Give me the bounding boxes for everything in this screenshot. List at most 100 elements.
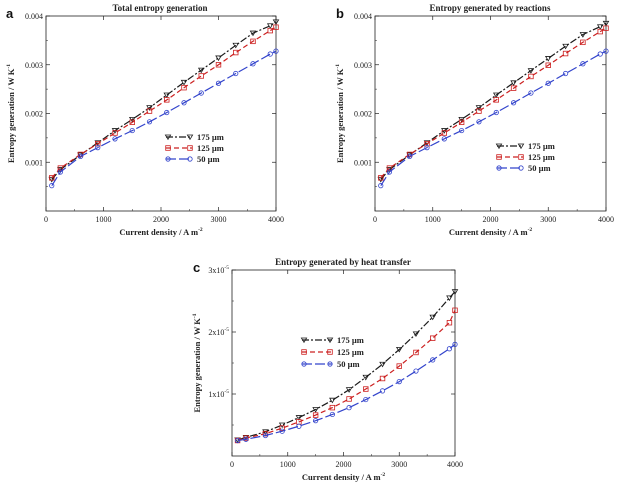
x-tick-label: 2000 bbox=[153, 215, 169, 224]
data-point-circle bbox=[146, 119, 153, 125]
legend-label: 50 µm bbox=[528, 163, 551, 173]
y-axis-label-text: Entropy generation / W K bbox=[335, 68, 345, 163]
data-point-triangle bbox=[295, 415, 303, 421]
data-point-triangle bbox=[326, 337, 334, 344]
data-point-square bbox=[329, 404, 336, 411]
data-point-square bbox=[528, 73, 534, 80]
data-point-circle bbox=[407, 153, 413, 159]
x-tick-label: 2000 bbox=[483, 215, 499, 224]
series-s125-c bbox=[234, 307, 458, 444]
x-tick-label: 4000 bbox=[268, 215, 284, 224]
legend-entry-s175-c: 175 µm bbox=[300, 335, 364, 345]
data-point-circle bbox=[181, 100, 187, 106]
data-point-square bbox=[57, 165, 64, 171]
y-tick-text: 0.001 bbox=[354, 158, 372, 167]
data-point-square bbox=[452, 307, 458, 313]
data-point-triangle bbox=[429, 314, 437, 321]
data-point-square bbox=[129, 119, 135, 125]
data-point-triangle bbox=[596, 24, 604, 30]
data-point-square bbox=[273, 24, 279, 30]
data-point-square bbox=[215, 62, 222, 68]
series-line-s125 bbox=[51, 26, 277, 179]
y-tick-text: 0.002 bbox=[25, 110, 43, 119]
data-point-circle bbox=[459, 127, 465, 134]
y-tick-text: 1x10 bbox=[208, 390, 224, 399]
y-tick-label: 0.001 bbox=[354, 158, 372, 167]
y-tick-exponent: -5 bbox=[224, 327, 229, 333]
data-point-triangle bbox=[163, 92, 171, 99]
chart-panel-b: b Entropy generated by reactions 0 1000 2000… bbox=[335, 3, 614, 237]
x-tick-label: 1000 bbox=[425, 215, 441, 224]
data-point-circle bbox=[528, 90, 534, 96]
data-point-triangle bbox=[146, 105, 153, 111]
data-point-triangle bbox=[215, 55, 222, 62]
data-point-square bbox=[429, 335, 436, 341]
series-line-s175 bbox=[237, 291, 456, 441]
legend-label: 50 µm bbox=[197, 154, 220, 164]
y-tick-label: 0.002 bbox=[354, 110, 372, 119]
data-point-square bbox=[198, 73, 204, 79]
x-tick-label: 1000 bbox=[280, 460, 296, 469]
x-tick-label: 3000 bbox=[211, 215, 227, 224]
data-point-square bbox=[493, 97, 499, 103]
data-point-square bbox=[446, 319, 453, 326]
data-point-circle bbox=[57, 169, 63, 175]
legend-label: 125 µm bbox=[337, 347, 364, 357]
data-point-square bbox=[424, 141, 430, 147]
data-point-triangle bbox=[495, 143, 503, 150]
data-point-circle bbox=[396, 378, 402, 385]
x-tick-label: 4000 bbox=[447, 460, 463, 469]
data-point-square bbox=[378, 175, 384, 181]
x-axis-label-text: Current density / A m bbox=[302, 472, 381, 482]
y-tick-text: 3x10 bbox=[208, 266, 224, 275]
data-point-circle bbox=[279, 428, 285, 434]
data-point-square bbox=[49, 175, 55, 181]
data-point-circle bbox=[243, 436, 249, 442]
data-point-triangle bbox=[186, 134, 194, 141]
data-point-square bbox=[562, 50, 569, 57]
chart-title-b: Entropy generated by reactions bbox=[430, 3, 551, 13]
series-s50-a bbox=[49, 48, 279, 189]
data-point-triangle bbox=[544, 56, 552, 62]
data-point-circle bbox=[496, 165, 502, 171]
legend-entry-s125-a: 125 µm bbox=[165, 143, 224, 153]
data-point-triangle bbox=[510, 80, 517, 86]
data-point-triangle bbox=[329, 397, 336, 404]
data-point-square bbox=[95, 141, 101, 147]
panel-label-b: b bbox=[336, 6, 344, 21]
data-point-circle bbox=[95, 145, 101, 151]
data-point-circle bbox=[112, 136, 118, 142]
data-point-square bbox=[363, 386, 369, 392]
y-axis-label-exponent: -1 bbox=[335, 64, 341, 69]
series-s175-c bbox=[234, 289, 459, 444]
data-point-circle bbox=[424, 145, 430, 151]
series-line-s50 bbox=[51, 50, 277, 187]
data-point-triangle bbox=[197, 67, 205, 74]
x-axis-label-text: Current density / A m bbox=[449, 227, 528, 237]
data-point-square bbox=[267, 27, 273, 34]
data-point-triangle bbox=[562, 43, 569, 50]
data-point-circle bbox=[296, 423, 302, 429]
data-point-circle bbox=[250, 61, 256, 67]
y-tick-label: 2x10-5 bbox=[208, 327, 229, 337]
series-s125-b bbox=[378, 25, 609, 181]
data-point-circle bbox=[452, 341, 458, 347]
data-point-circle bbox=[165, 156, 171, 162]
x-tick-label: 1000 bbox=[96, 215, 112, 224]
data-point-square bbox=[327, 349, 333, 355]
x-tick-label: 0 bbox=[373, 215, 377, 224]
data-point-square bbox=[250, 38, 256, 45]
plot-frame-a bbox=[45, 15, 277, 212]
data-point-square bbox=[386, 165, 393, 171]
plot-frame-b bbox=[374, 15, 607, 212]
data-point-circle bbox=[234, 437, 241, 444]
y-tick-exponent: -5 bbox=[224, 265, 229, 271]
data-point-square bbox=[413, 349, 419, 356]
y-axis-label-a: Entropy generation / W K-1 bbox=[6, 64, 16, 163]
data-point-circle bbox=[441, 136, 447, 142]
data-point-triangle bbox=[602, 20, 610, 27]
y-tick-label: 0.003 bbox=[354, 61, 372, 70]
x-axis-label-c: Current density / A m-2 bbox=[302, 472, 386, 482]
data-point-circle bbox=[603, 48, 609, 54]
data-point-square bbox=[476, 108, 482, 114]
